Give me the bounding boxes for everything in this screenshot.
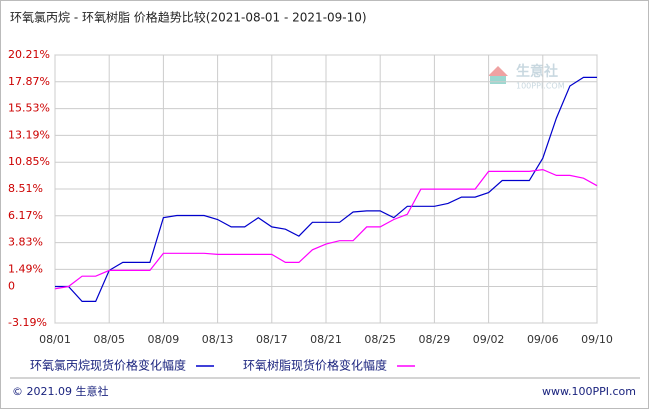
footer-left: © 2021.09 生意社 [12,384,108,398]
y-tick-label: 0 [8,279,15,292]
y-tick-label: -3.19% [8,316,47,329]
x-tick-label: 08/05 [93,333,125,346]
watermark-name: 生意社 [516,63,558,80]
x-tick-label: 08/21 [310,333,342,346]
x-tick-label: 08/25 [364,333,396,346]
y-tick-label: 20.21% [8,48,50,61]
legend-label: 环氧氯丙烷现货价格变化幅度 [30,358,186,373]
x-tick-label: 08/29 [419,333,451,346]
legend-label: 环氧树脂现货价格变化幅度 [243,358,387,373]
x-tick-label: 08/17 [256,333,288,346]
y-tick-label: 15.53% [8,102,50,115]
y-tick-label: 1.49% [8,262,43,275]
x-tick-label: 08/09 [148,333,180,346]
series-line [54,168,598,290]
x-tick-label: 09/10 [581,333,613,346]
x-tick-label: 09/02 [473,333,505,346]
y-tick-label: 13.19% [8,128,50,141]
x-tick-label: 09/06 [527,333,559,346]
y-tick-label: 17.87% [8,75,50,88]
x-tick-label: 08/01 [39,333,71,346]
x-tick-label: 08/13 [202,333,234,346]
chart-title: 环氧氯丙烷 - 环氧树脂 价格趋势比较(2021-08-01 - 2021-09… [10,10,367,25]
y-tick-label: 10.85% [8,155,50,168]
y-tick-label: 3.83% [8,236,43,249]
watermark-icon [490,76,506,84]
watermark-site: 100PPI.COM [516,82,565,91]
series-line [55,76,597,302]
y-tick-label: 8.51% [8,182,43,195]
watermark: 生意社 100PPI.COM [488,63,565,91]
footer-right: www.100PPI.com [542,385,636,398]
y-tick-label: 6.17% [8,209,43,222]
watermark-icon [488,66,508,76]
